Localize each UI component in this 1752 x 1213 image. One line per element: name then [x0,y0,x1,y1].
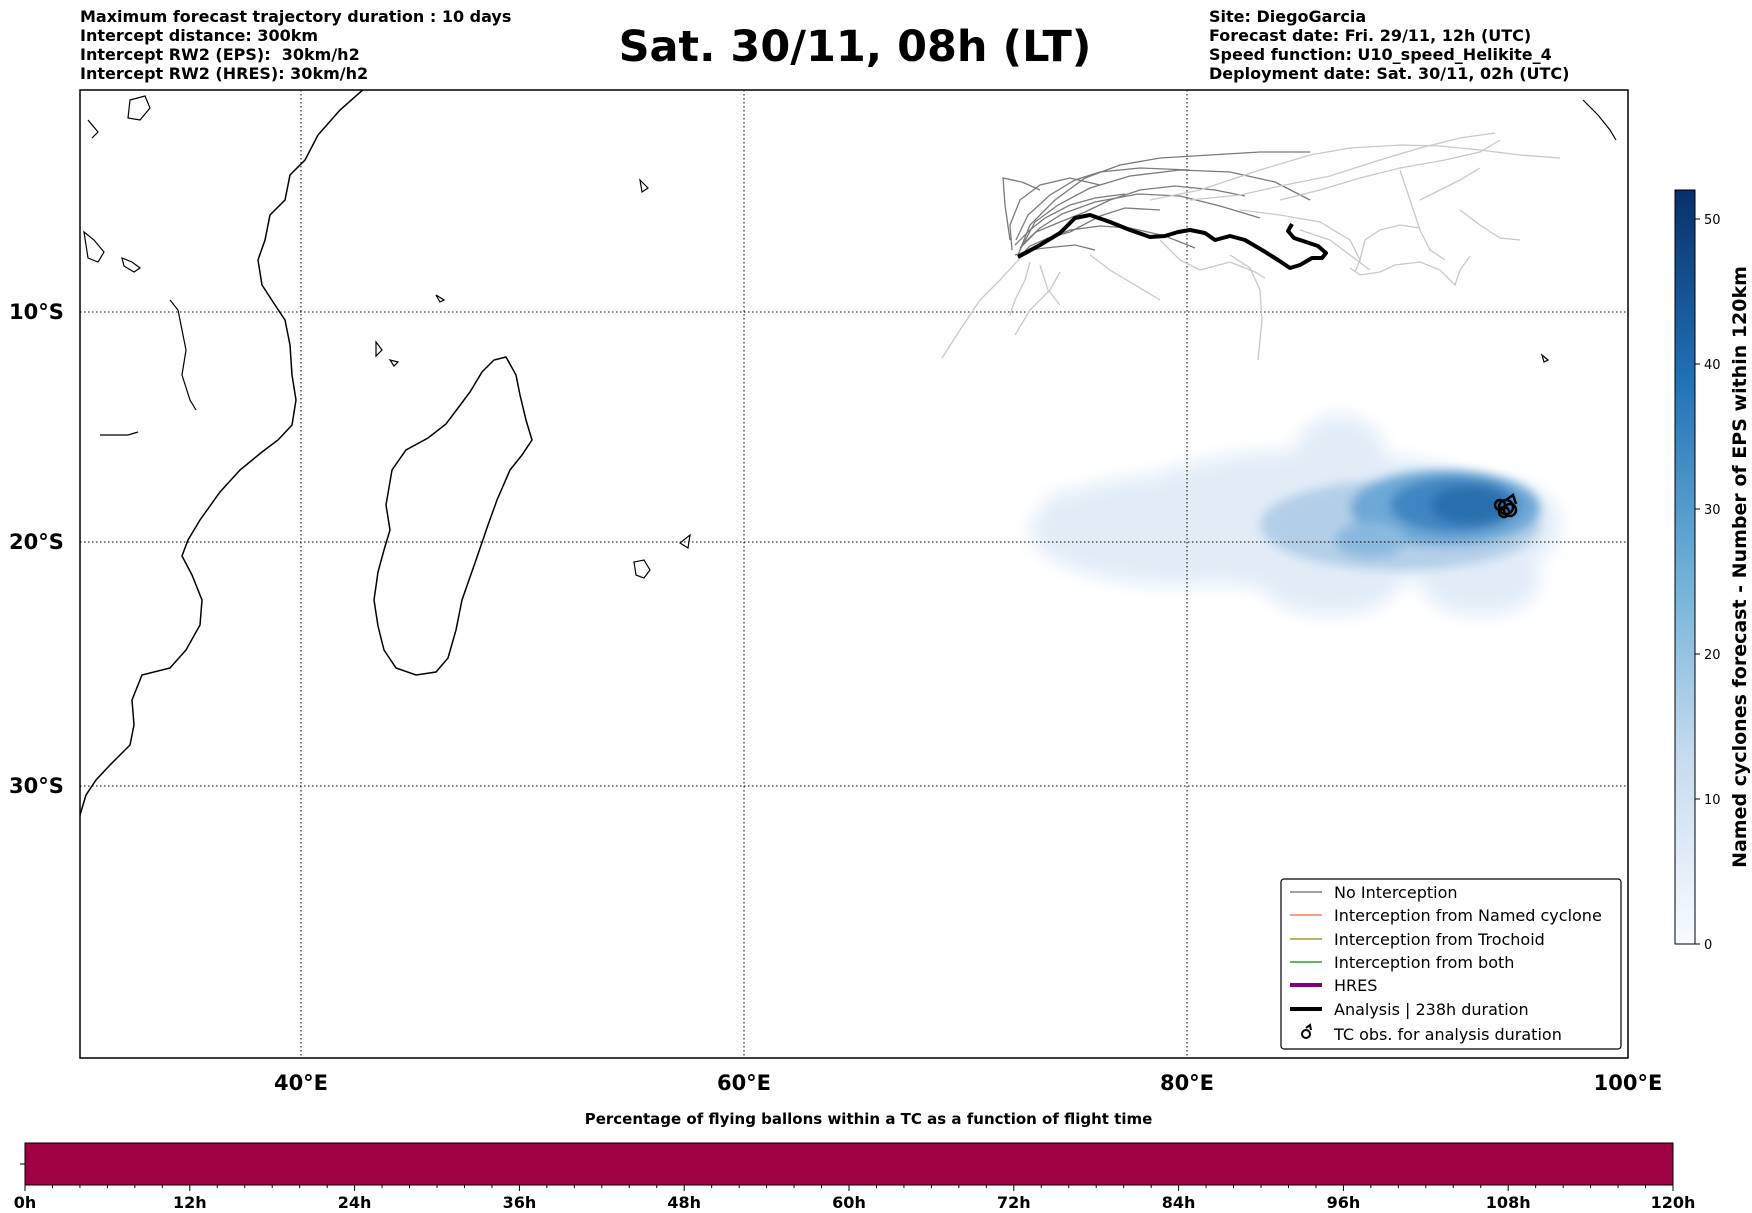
coastline-africa [80,90,364,816]
intercept-eps-text: Intercept RW2 (EPS): 30km/h2 [80,45,360,64]
flight-time-tick-label: 36h [503,1193,537,1212]
colorbar-tick-label: 50 [1704,213,1721,228]
flight-time-bar-fill [24,1142,1674,1186]
flight-time-tick-label: 0h [14,1193,37,1212]
map-frame [79,89,1629,1059]
svg-text:Interception from Trochoid: Interception from Trochoid [1334,930,1545,949]
eps-trajectories [941,132,1561,361]
coastline-madagascar [373,356,533,676]
lon-label-40e: 40°E [274,1071,328,1095]
map-legend: No Interception Interception from Named … [1280,878,1622,1050]
small-islands [83,95,1617,579]
colorbar-ticks: 0 10 20 30 40 50 [1695,213,1721,953]
site-text: Site: DiegoGarcia [1209,7,1367,26]
lon-label-100e: 100°E [1594,1071,1663,1095]
header-info-left: Maximum forecast trajectory duration : 1… [80,7,511,83]
legend-item-trochoid: Interception from Trochoid [1290,930,1545,949]
svg-text:No Interception: No Interception [1334,883,1458,902]
svg-text:TC obs. for analysis duration: TC obs. for analysis duration [1333,1025,1562,1044]
forecast-date-text: Forecast date: Fri. 29/11, 12h (UTC) [1209,26,1532,45]
flight-time-tick-label: 24h [338,1193,372,1212]
colorbar-tick-label: 30 [1704,503,1721,518]
lat-labels: 10°S 20°S 30°S [9,300,64,798]
lon-label-60e: 60°E [717,1071,771,1095]
flight-time-tick-label: 48h [667,1193,701,1212]
cyclone-symbol-icon [1301,1023,1312,1039]
legend-item-both: Interception from both [1290,953,1514,972]
flight-time-tick-label: 120h [1651,1193,1696,1212]
legend-item-analysis: Analysis | 238h duration [1290,1000,1529,1019]
flight-time-bar: 0h 12h 24h 36h 48h 60h 72h 84h 96h 108h 120h [14,1142,1696,1212]
svg-text:Analysis | 238h duration: Analysis | 238h duration [1334,1000,1529,1019]
max-duration-text: Maximum forecast trajectory duration : 1… [80,7,512,26]
flight-time-tick-label: 84h [1162,1193,1196,1212]
lat-label-20s: 20°S [9,530,64,554]
colorbar-tick-label: 0 [1704,938,1712,953]
lon-label-80e: 80°E [1160,1071,1214,1095]
flight-time-tick-label: 72h [997,1193,1031,1212]
analysis-track [1017,213,1328,270]
legend-item-no-interception: No Interception [1290,883,1458,902]
flight-time-tick-label: 60h [832,1193,866,1212]
svg-text:Interception from Named cyclon: Interception from Named cyclone [1334,906,1602,925]
lon-labels: 40°E 60°E 80°E 100°E [274,1071,1662,1095]
colorbar-label: Named cyclones forecast - Number of EPS … [1729,266,1751,868]
legend-item-tc-obs: TC obs. for analysis duration [1301,1023,1562,1044]
colorbar-gradient [1674,189,1696,945]
flight-bar-title: Percentage of flying ballons within a TC… [584,1110,1153,1128]
flight-time-ticks: 0h 12h 24h 36h 48h 60h 72h 84h 96h 108h 120h [14,1185,1696,1212]
density-colorbar: 0 10 20 30 40 50 Named cyclones forecast - Nu… [1674,189,1751,953]
flight-time-tick-label: 12h [173,1193,207,1212]
deployment-date-text: Deployment date: Sat. 30/11, 02h (UTC) [1209,64,1570,83]
lat-label-10s: 10°S [9,300,64,324]
colorbar-tick-label: 10 [1704,793,1721,808]
svg-text:Interception from both: Interception from both [1334,953,1514,972]
map-gridlines [80,90,1628,1058]
cyclone-density-field [1030,415,1560,615]
svg-text:HRES: HRES [1334,976,1377,995]
colorbar-tick-label: 40 [1704,358,1721,373]
tc-obs-markers [1493,492,1518,519]
flight-time-tick-label: 96h [1327,1193,1361,1212]
flight-time-tick-label: 108h [1486,1193,1531,1212]
page-title: Sat. 30/11, 08h (LT) [618,22,1092,72]
speed-function-text: Speed function: U10_speed_Helikite_4 [1209,45,1552,64]
intercept-hres-text: Intercept RW2 (HRES): 30km/h2 [80,64,369,83]
lat-label-30s: 30°S [9,774,64,798]
intercept-distance-text: Intercept distance: 300km [80,26,319,45]
colorbar-tick-label: 20 [1704,648,1721,663]
legend-box [1280,878,1622,1050]
legend-item-named-cyclone: Interception from Named cyclone [1290,906,1602,925]
header-info-right: Site: DiegoGarcia Forecast date: Fri. 29… [1209,7,1569,83]
legend-item-hres: HRES [1290,976,1377,995]
